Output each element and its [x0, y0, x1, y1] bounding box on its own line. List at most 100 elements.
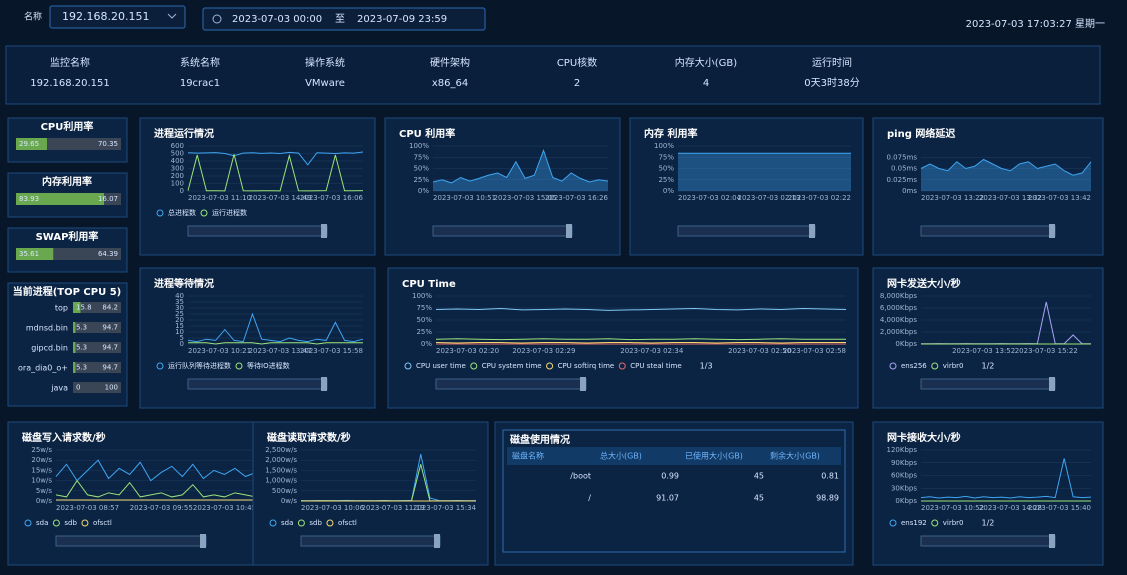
x-tick-label: 2023-07-03 08:57: [56, 504, 119, 512]
date-range[interactable]: [202, 7, 486, 31]
zoom-slider[interactable]: [300, 535, 441, 547]
zoom-handle[interactable]: [321, 377, 327, 391]
info-header: 硬件架构: [430, 56, 470, 69]
legend-marker[interactable]: [24, 519, 32, 527]
legend-marker[interactable]: [297, 519, 305, 527]
end-date[interactable]: 2023-07-09 23:59: [357, 14, 447, 25]
zoom-handle[interactable]: [1049, 534, 1055, 548]
zoom-slider[interactable]: [920, 225, 1056, 237]
y-tick-label: 120Kbps: [887, 446, 918, 454]
line: [188, 342, 363, 345]
y-tick-label: 5w/s: [36, 487, 53, 495]
gauge-title: CPU利用率: [41, 120, 94, 133]
legend-marker[interactable]: [404, 362, 412, 370]
host-select[interactable]: [49, 5, 186, 29]
zoom-handle[interactable]: [1049, 224, 1055, 238]
legend-label[interactable]: sdb: [309, 519, 322, 527]
chart-title: 进程等待情况: [154, 277, 214, 290]
used-label: 0: [76, 384, 80, 392]
legend-page[interactable]: 1/2: [982, 519, 995, 528]
info-header: 操作系统: [305, 56, 345, 69]
info-header: 系统名称: [180, 56, 220, 69]
free-bar: [75, 342, 121, 353]
x-tick-label: 2023-07-03 10:51: [433, 194, 496, 202]
x-tick-label: 2023-07-03 16:06: [300, 194, 364, 202]
y-tick-label: 60Kbps: [891, 472, 917, 480]
legend-label[interactable]: ofsctl: [93, 519, 112, 527]
zoom-handle[interactable]: [434, 534, 440, 548]
legend-marker[interactable]: [52, 519, 60, 527]
zoom-handle[interactable]: [809, 224, 815, 238]
chart-title: 进程运行情况: [154, 127, 214, 140]
legend-label[interactable]: sdb: [64, 519, 77, 527]
legend-marker[interactable]: [546, 362, 554, 370]
legend-label[interactable]: CPU softirq time: [558, 362, 615, 370]
y-tick-label: 0w/s: [36, 497, 53, 505]
y-tick-label: 2,500w/s: [265, 446, 297, 454]
start-date[interactable]: 2023-07-03 00:00: [232, 14, 322, 25]
zoom-slider[interactable]: [677, 225, 816, 237]
line: [432, 149, 609, 184]
legend-label[interactable]: CPU user time: [416, 362, 466, 370]
legend-marker[interactable]: [156, 362, 164, 370]
legend-marker[interactable]: [326, 519, 334, 527]
zoom-handle[interactable]: [200, 534, 206, 548]
zoom-slider[interactable]: [55, 535, 207, 547]
x-tick-label: 2023-07-03 13:32: [979, 194, 1042, 202]
legend-marker[interactable]: [931, 519, 939, 527]
zoom-slider[interactable]: [187, 378, 328, 390]
select-arrow: [167, 13, 177, 19]
legend-label[interactable]: ofsctl: [338, 519, 357, 527]
zoom-handle[interactable]: [580, 377, 586, 391]
legend-label[interactable]: 运行进程数: [212, 208, 247, 217]
legend-marker[interactable]: [889, 362, 897, 370]
y-tick-label: 90Kbps: [891, 459, 917, 467]
legend-label[interactable]: sda: [281, 519, 293, 527]
legend-marker[interactable]: [931, 362, 939, 370]
zoom-slider[interactable]: [920, 378, 1056, 390]
x-tick-label: 2023-07-03 11:19: [362, 504, 425, 512]
legend-label[interactable]: CPU system time: [482, 362, 542, 370]
chart-title: 网卡接收大小/秒: [887, 431, 961, 444]
used-label: 5.3: [76, 364, 87, 372]
legend-marker[interactable]: [156, 209, 164, 217]
legend-label[interactable]: sda: [36, 519, 48, 527]
legend-label[interactable]: ens256: [901, 362, 927, 370]
legend-marker[interactable]: [81, 519, 89, 527]
y-tick-label: 25: [175, 310, 184, 318]
zoom-slider[interactable]: [432, 225, 573, 237]
legend-label[interactable]: virbr0: [943, 519, 964, 527]
legend-marker[interactable]: [235, 362, 243, 370]
zoom-slider[interactable]: [920, 535, 1056, 547]
x-tick-label: 2023-07-03 02:04: [678, 194, 742, 202]
legend-marker[interactable]: [269, 519, 277, 527]
legend-marker[interactable]: [618, 362, 626, 370]
table-header: 已使用大小(GB): [685, 451, 743, 461]
legend-page[interactable]: 1/2: [982, 362, 995, 371]
legend-marker[interactable]: [200, 209, 208, 217]
zoom-slider[interactable]: [435, 378, 587, 390]
zoom-handle[interactable]: [321, 224, 327, 238]
host-value[interactable]: 192.168.20.151: [62, 10, 149, 23]
y-tick-label: 0Kbps: [895, 497, 917, 505]
y-tick-label: 0.075ms: [886, 153, 917, 161]
free-label: 70.35: [98, 140, 118, 148]
legend-page[interactable]: 1/3: [700, 362, 713, 371]
legend-label[interactable]: 等待IO进程数: [247, 361, 290, 370]
legend-label[interactable]: 总进程数: [168, 208, 196, 217]
info-value: 2: [574, 78, 580, 89]
y-tick-label: 200: [171, 172, 184, 180]
x-tick-label: 2023-07-03 10:52: [921, 504, 984, 512]
legend-label[interactable]: CPU steal time: [630, 362, 681, 370]
y-tick-label: 20: [175, 316, 184, 324]
legend-label[interactable]: 运行队列等待进程数: [168, 361, 231, 370]
zoom-slider[interactable]: [187, 225, 328, 237]
y-tick-label: 0.025ms: [886, 176, 917, 184]
legend-label[interactable]: ens192: [901, 519, 927, 527]
legend-label[interactable]: virbr0: [943, 362, 964, 370]
zoom-handle[interactable]: [566, 224, 572, 238]
legend-marker[interactable]: [470, 362, 478, 370]
legend-marker[interactable]: [889, 519, 897, 527]
zoom-handle[interactable]: [1049, 377, 1055, 391]
chart-title: 内存 利用率: [644, 127, 697, 140]
